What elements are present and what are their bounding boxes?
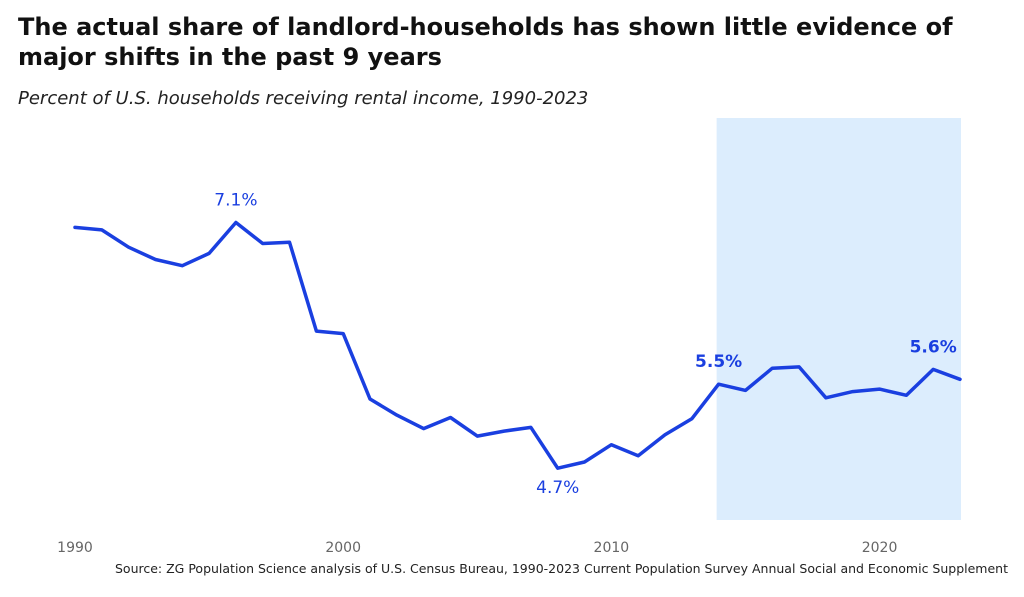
x-tick-label: 2000 (325, 540, 361, 556)
x-axis-ticks: 1990 2000 2010 2020 (57, 540, 897, 556)
source-note: Source: ZG Population Science analysis o… (114, 561, 1008, 576)
x-tick-label: 2010 (594, 540, 630, 556)
series-line (73, 220, 962, 470)
x-tick-label: 1990 (57, 540, 93, 556)
data-label: 5.6% (910, 337, 957, 357)
x-tick-label: 2020 (862, 540, 898, 556)
chart-subtitle: Percent of U.S. households receiving ren… (18, 88, 589, 109)
data-label: 4.7% (536, 478, 579, 498)
data-labels: 7.1% 4.7% 5.5% 5.6% (214, 190, 956, 498)
highlight-band (716, 118, 961, 520)
chart-title: The actual share of landlord-households … (18, 13, 953, 71)
data-label: 7.1% (214, 190, 257, 210)
data-label: 5.5% (695, 352, 742, 372)
